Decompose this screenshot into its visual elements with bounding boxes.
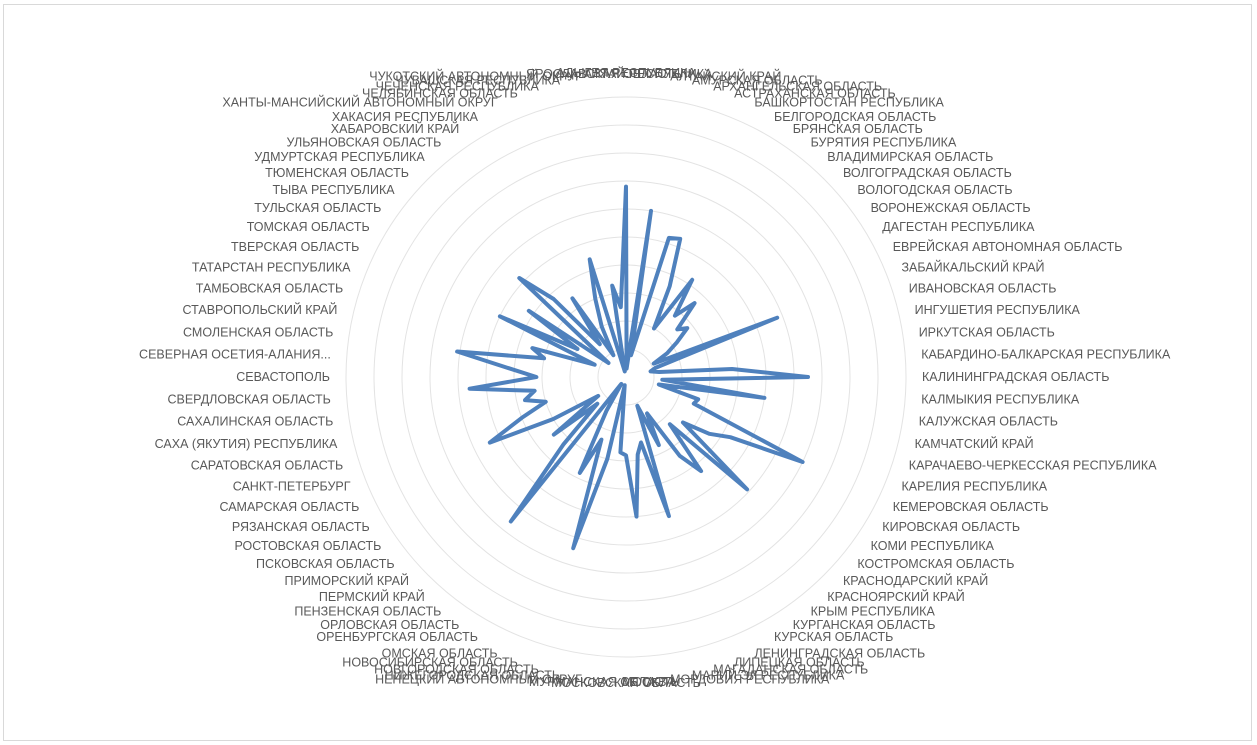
category-label: МОРДОВИЯ РЕСПУБЛИКА: [670, 673, 830, 687]
category-label: КАБАРДИНО-БАЛКАРСКАЯ РЕСПУБЛИКА: [921, 348, 1171, 362]
category-label: ОРЛОВСКАЯ ОБЛАСТЬ: [320, 618, 459, 632]
category-label: УЛЬЯНОВСКАЯ ОБЛАСТЬ: [287, 136, 442, 150]
grid-ring: [373, 124, 879, 630]
category-label: САХАЛИНСКАЯ ОБЛАСТЬ: [177, 415, 333, 429]
category-label: ВОЛОГОДСКАЯ ОБЛАСТЬ: [857, 183, 1012, 197]
category-label: ИРКУТСКАЯ ОБЛАСТЬ: [919, 325, 1055, 339]
category-label: ОМСКАЯ ОБЛАСТЬ: [382, 646, 498, 660]
category-label: МОСКВА: [622, 675, 675, 689]
category-label: КОСТРОМСКАЯ ОБЛАСТЬ: [857, 557, 1014, 571]
category-label: ЧЕЛЯБИНСКАЯ ОБЛАСТЬ: [362, 87, 518, 101]
category-label: САМАРСКАЯ ОБЛАСТЬ: [219, 500, 359, 514]
category-label: ПРИМОРСКИЙ КРАЙ: [285, 573, 410, 588]
category-label: ХАКАСИЯ РЕСПУБЛИКА: [332, 110, 479, 124]
category-label: БУРЯТИЯ РЕСПУБЛИКА: [811, 136, 957, 150]
category-label: МУРМАНСКАЯ ОБЛАСТЬ: [529, 675, 679, 689]
category-label: АДЫГЕЯ РЕСПУБЛИКА: [556, 66, 696, 80]
category-label: ТЫВА РЕСПУБЛИКА: [273, 183, 396, 197]
category-label: БЕЛГОРОДСКАЯ ОБЛАСТЬ: [774, 110, 936, 124]
category-label: ПЕНЗЕНСКАЯ ОБЛАСТЬ: [294, 605, 441, 619]
category-label: КОМИ РЕСПУБЛИКА: [871, 539, 995, 553]
category-label: КРАСНОЯРСКИЙ КРАЙ: [827, 589, 964, 604]
category-label: ЗАБАЙКАЛЬСКИЙ КРАЙ: [902, 259, 1045, 274]
category-label: САХА (ЯКУТИЯ) РЕСПУБЛИКА: [155, 437, 338, 451]
category-label: САНКТ-ПЕТЕРБУРГ: [233, 480, 351, 494]
category-label: ЧУКОТСКИЙ АВТОНОМНЫЙ ОКРУГ: [369, 68, 582, 83]
category-label: ХАНТЫ-МАНСИЙСКИЙ АВТОНОМНЫЙ ОКРУГ: [222, 95, 497, 110]
category-label: ВЛАДИМИРСКАЯ ОБЛАСТЬ: [827, 150, 993, 164]
category-label: ТАТАРСТАН РЕСПУБЛИКА: [192, 260, 351, 274]
category-label: КАЛИНИНГРАДСКАЯ ОБЛАСТЬ: [922, 370, 1109, 384]
category-label: СТАВРОПОЛЬСКИЙ КРАЙ: [183, 302, 338, 317]
category-label: КАЛУЖСКАЯ ОБЛАСТЬ: [919, 415, 1058, 429]
category-label: НОВОСИБИРСКАЯ ОБЛАСТЬ: [342, 655, 518, 669]
category-label: КУРСКАЯ ОБЛАСТЬ: [774, 630, 893, 644]
category-label: КУРГАНСКАЯ ОБЛАСТЬ: [793, 618, 936, 632]
grid-ring: [429, 180, 823, 574]
chart-frame: АДЫГЕЯ РЕСПУБЛИКА АЛТАЙ РЕСПУБЛИКА АЛТАЙСК…: [3, 4, 1252, 741]
category-label: ДАГЕСТАН РЕСПУБЛИКА: [882, 220, 1035, 234]
category-label: ПЕРМСКИЙ КРАЙ: [319, 589, 425, 604]
category-label: ЯРОСЛАВСКАЯ ОБЛАСТЬ: [526, 67, 682, 81]
category-label: АСТРАХАНСКАЯ ОБЛАСТЬ: [734, 87, 896, 101]
category-label: АМУРСКАЯ ОБЛАСТЬ: [692, 74, 823, 88]
category-label: КРАСНОДАРСКИЙ КРАЙ: [843, 573, 988, 588]
category-label: РОСТОВСКАЯ ОБЛАСТЬ: [234, 539, 381, 553]
category-label: ТОМСКАЯ ОБЛАСТЬ: [247, 220, 370, 234]
category-label: НИЖЕГОРОДСКАЯ ОБЛАСТЬ: [385, 669, 560, 683]
category-label: МОСКОВСКАЯ ОБЛАСТЬ: [551, 676, 701, 690]
category-label: ИВАНОВСКАЯ ОБЛАСТЬ: [909, 282, 1057, 296]
category-label: КЕМЕРОВСКАЯ ОБЛАСТЬ: [893, 500, 1049, 514]
category-label: СЕВЕРНАЯ ОСЕТИЯ-АЛАНИЯ...: [139, 348, 331, 362]
category-label: ЧУВАШСКАЯ РЕСПУБЛИКА: [395, 74, 560, 88]
category-label: БАШКОРТОСТАН РЕСПУБЛИКА: [754, 96, 944, 110]
series-line: [455, 184, 810, 551]
category-label: КАРАЧАЕВО-ЧЕРКЕССКАЯ РЕСПУБЛИКА: [909, 458, 1157, 472]
category-label: МАГАДАНСКАЯ ОБЛАСТЬ: [713, 663, 868, 677]
category-label: СЕВАСТОПОЛЬ: [236, 370, 330, 384]
category-label: БРЯНСКАЯ ОБЛАСТЬ: [793, 122, 923, 136]
category-label: ПСКОВСКАЯ ОБЛАСТЬ: [256, 557, 395, 571]
category-label: МАРИЙ ЭЛ РЕСПУБЛИКА: [692, 668, 845, 683]
category-label: ТЮМЕНСКАЯ ОБЛАСТЬ: [265, 166, 409, 180]
category-label: РЯЗАНСКАЯ ОБЛАСТЬ: [232, 520, 370, 534]
category-label: ИНГУШЕТИЯ РЕСПУБЛИКА: [915, 303, 1081, 317]
category-label: АЛТАЙСКИЙ КРАЙ: [670, 68, 781, 83]
series-layer: [455, 184, 810, 551]
radar-grid: [345, 96, 907, 658]
category-label: СВЕРДЛОВСКАЯ ОБЛАСТЬ: [167, 392, 330, 406]
category-label: ВОРОНЕЖСКАЯ ОБЛАСТЬ: [871, 201, 1031, 215]
category-label: КРЫМ РЕСПУБЛИКА: [811, 605, 936, 619]
category-label: ТВЕРСКАЯ ОБЛАСТЬ: [231, 240, 359, 254]
category-label: НОВГОРОДСКАЯ ОБЛАСТЬ: [374, 663, 539, 677]
category-label: ВОЛГОГРАДСКАЯ ОБЛАСТЬ: [843, 166, 1012, 180]
grid-ring: [401, 152, 851, 602]
category-label: КИРОВСКАЯ ОБЛАСТЬ: [882, 520, 1020, 534]
category-label: ЧЕЧЕНСКАЯ РЕСПУБЛИКА: [376, 79, 540, 93]
category-label: ТАМБОВСКАЯ ОБЛАСТЬ: [196, 282, 343, 296]
category-label: ХАБАРОВСКИЙ КРАЙ: [331, 121, 460, 136]
category-label: УДМУРТСКАЯ РЕСПУБЛИКА: [254, 150, 425, 164]
category-label: КАРЕЛИЯ РЕСПУБЛИКА: [902, 480, 1048, 494]
category-label: АРХАНГЕЛЬСКАЯ ОБЛАСТЬ: [713, 79, 882, 93]
category-label: НЕНЕЦКИЙ АВТОНОМНЫЙ ОКРУГ: [375, 672, 582, 687]
category-label: АЛТАЙ РЕСПУБЛИКА: [584, 66, 713, 81]
category-label: ОРЕНБУРГСКАЯ ОБЛАСТЬ: [316, 630, 478, 644]
grid-ring: [345, 96, 907, 658]
category-label: ЛИПЕЦКАЯ ОБЛАСТЬ: [734, 655, 865, 669]
category-label: КАЛМЫКИЯ РЕСПУБЛИКА: [921, 392, 1080, 406]
category-label: САРАТОВСКАЯ ОБЛАСТЬ: [191, 458, 343, 472]
category-label: ЛЕНИНГРАДСКАЯ ОБЛАСТЬ: [754, 646, 925, 660]
category-label: ТУЛЬСКАЯ ОБЛАСТЬ: [254, 201, 381, 215]
category-label: ЕВРЕЙСКАЯ АВТОНОМНАЯ ОБЛАСТЬ: [893, 239, 1123, 254]
category-label: СМОЛЕНСКАЯ ОБЛАСТЬ: [183, 325, 333, 339]
category-label: КАМЧАТСКИЙ КРАЙ: [915, 436, 1034, 451]
